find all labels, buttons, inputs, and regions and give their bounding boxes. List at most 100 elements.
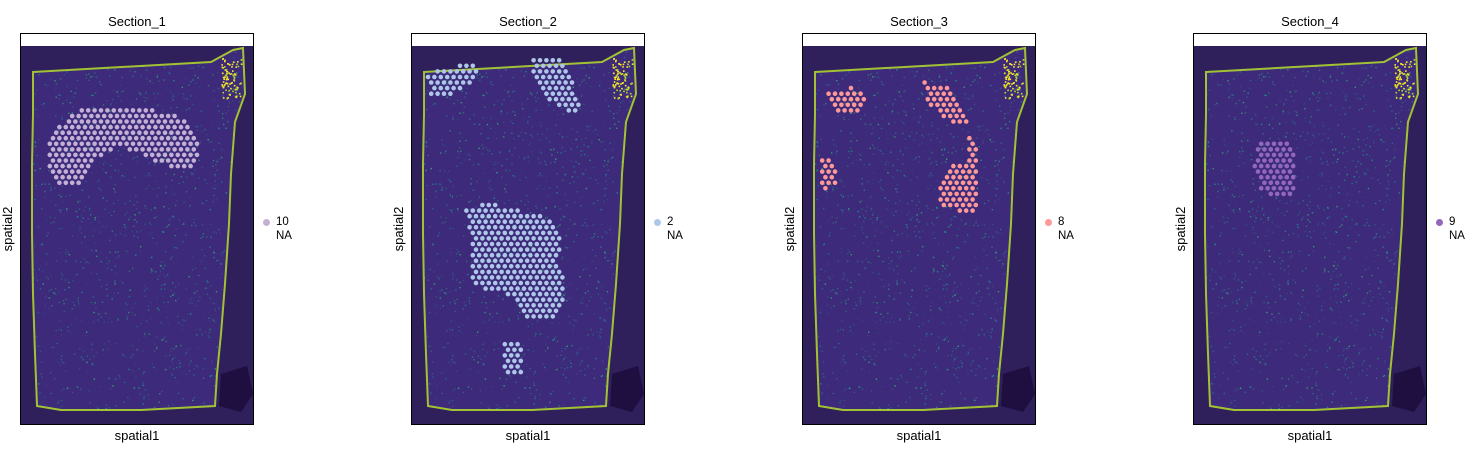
spot — [1274, 180, 1280, 186]
spot — [518, 236, 524, 241]
spot — [89, 135, 94, 141]
spot — [508, 230, 514, 236]
spot — [550, 80, 556, 85]
spot — [528, 297, 533, 303]
legend-item: 8 — [1045, 215, 1074, 229]
spot — [470, 230, 476, 236]
spot — [496, 264, 501, 269]
spot — [540, 74, 546, 80]
spot — [544, 258, 549, 263]
spot — [505, 358, 511, 364]
spot — [928, 102, 934, 108]
spot — [534, 308, 540, 314]
spot — [970, 208, 975, 213]
spot — [82, 147, 88, 152]
spot — [140, 124, 145, 130]
legend: 8 NA — [1045, 215, 1074, 243]
spot — [76, 180, 81, 186]
spot — [524, 258, 530, 263]
spot — [938, 186, 943, 191]
spot — [191, 135, 197, 141]
y-axis-label: spatial2 — [782, 206, 797, 252]
spot — [553, 96, 559, 102]
spot — [127, 124, 133, 130]
spot — [73, 130, 78, 135]
spot — [518, 225, 524, 230]
panel-title: Section_1 — [108, 14, 166, 29]
spot — [467, 225, 472, 230]
spot — [524, 247, 530, 252]
spot — [832, 169, 838, 174]
spot — [531, 280, 536, 286]
spot — [544, 91, 549, 96]
spot — [521, 252, 527, 258]
legend-marker — [654, 218, 661, 226]
spot — [967, 158, 972, 163]
spot — [973, 202, 979, 208]
spot — [114, 135, 120, 141]
spot — [518, 358, 524, 364]
spot — [826, 91, 831, 96]
spot — [1252, 163, 1258, 169]
spot — [489, 252, 495, 258]
spot — [127, 147, 133, 152]
legend: 2 NA — [654, 215, 683, 243]
spot — [149, 141, 155, 147]
spot — [502, 353, 508, 358]
spot — [76, 147, 81, 152]
spot — [1268, 180, 1274, 186]
spot — [947, 202, 953, 208]
spot — [569, 91, 575, 96]
spot — [515, 252, 520, 258]
spot — [143, 141, 149, 147]
spot — [499, 280, 504, 286]
spot — [181, 163, 187, 169]
spot — [53, 141, 59, 147]
spot — [947, 169, 953, 174]
spot — [858, 102, 863, 108]
spot — [823, 186, 828, 191]
spot — [467, 80, 472, 85]
spot — [835, 108, 841, 113]
spot — [454, 69, 460, 74]
spot — [560, 63, 565, 69]
spot — [512, 269, 517, 275]
spot — [489, 241, 495, 247]
spot — [518, 369, 524, 375]
spot — [457, 85, 463, 91]
spot — [960, 169, 966, 174]
spot — [467, 213, 472, 219]
spot — [839, 102, 844, 108]
spot — [146, 113, 152, 119]
spot — [95, 124, 101, 130]
spot — [473, 236, 479, 241]
spot — [492, 225, 498, 230]
spot — [547, 85, 552, 91]
spot — [159, 135, 165, 141]
spot — [63, 158, 69, 163]
spot — [451, 74, 456, 80]
spot — [855, 108, 860, 113]
spot — [492, 280, 498, 286]
panel-title: Section_3 — [890, 14, 948, 29]
spot — [486, 236, 492, 241]
spot — [499, 269, 504, 275]
spot — [944, 174, 950, 180]
panel-section-4: Section_4 spatial1 spatial2 9 NA — [1173, 0, 1473, 452]
spot — [515, 297, 520, 303]
spot — [544, 303, 549, 308]
spot — [553, 85, 559, 91]
spot — [547, 286, 552, 291]
spot — [957, 186, 963, 191]
spot — [111, 130, 117, 135]
spot — [63, 135, 69, 141]
spot — [489, 286, 495, 291]
spot — [823, 174, 828, 180]
spot — [428, 91, 434, 96]
spot — [188, 130, 193, 135]
spot — [85, 152, 91, 158]
spot — [544, 236, 549, 241]
spot — [973, 169, 979, 174]
spot — [66, 163, 72, 169]
spot — [521, 219, 527, 224]
